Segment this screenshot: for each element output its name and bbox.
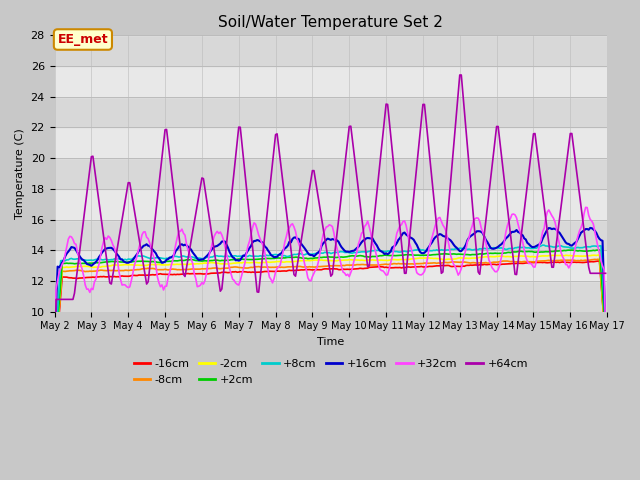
Bar xyxy=(54,219,607,250)
Bar xyxy=(54,281,607,312)
Bar xyxy=(54,97,607,128)
Title: Soil/Water Temperature Set 2: Soil/Water Temperature Set 2 xyxy=(218,15,444,30)
Y-axis label: Temperature (C): Temperature (C) xyxy=(15,128,25,219)
Legend: -16cm, -8cm, -2cm, +2cm, +8cm, +16cm, +32cm, +64cm: -16cm, -8cm, -2cm, +2cm, +8cm, +16cm, +3… xyxy=(129,355,532,389)
Bar xyxy=(54,128,607,158)
Bar xyxy=(54,250,607,281)
Text: EE_met: EE_met xyxy=(58,33,108,46)
Bar xyxy=(54,66,607,97)
Bar xyxy=(54,5,607,36)
Bar xyxy=(54,36,607,66)
X-axis label: Time: Time xyxy=(317,337,344,347)
Bar xyxy=(54,158,607,189)
Bar xyxy=(54,189,607,219)
